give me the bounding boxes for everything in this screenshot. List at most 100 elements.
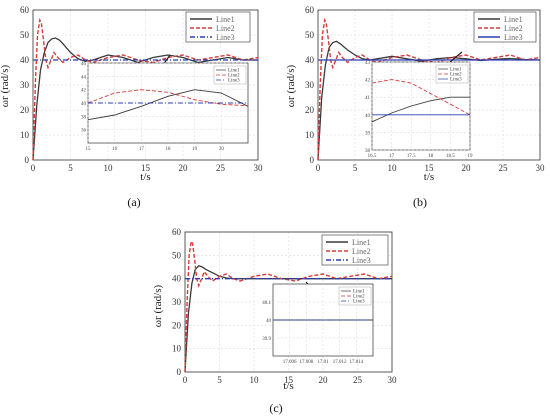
inset-legend-label: Line2 xyxy=(353,295,365,300)
panel-c: 0 5 10 15 20 25 30 0 10 20 30 40 50 60 t/s ωr (rad/s) Li… xyxy=(152,227,397,392)
y-tick-label: 20 xyxy=(305,105,315,115)
inset-legend-box xyxy=(338,286,372,306)
inset-y-tick-label: 41 xyxy=(365,96,371,101)
inset-x-tick-label: 17.014 xyxy=(349,360,363,365)
y-axis-label: ωr (rad/s) xyxy=(152,284,164,327)
inset-legend-label: Line3 xyxy=(228,79,240,84)
inset-x-tick-label: 15 xyxy=(86,147,92,152)
x-tick-label: 25 xyxy=(216,163,226,173)
inset-series-line-line1 xyxy=(87,89,249,121)
x-tick-label: 5 xyxy=(353,163,358,173)
y-tick-label: 50 xyxy=(20,30,30,40)
y-axis-label: ωr (rad/s) xyxy=(285,64,297,107)
x-tick-label: 30 xyxy=(254,163,264,173)
y-tick-label: 20 xyxy=(20,105,30,115)
y-tick-label: 60 xyxy=(172,227,182,237)
inset-y-tick-label: 39.9 xyxy=(262,337,271,342)
x-tick-label: 10 xyxy=(250,375,260,385)
x-tick-label: 0 xyxy=(316,163,321,173)
inset-y-tick-label: 42 xyxy=(365,79,371,84)
inset-y-tick-label: 36 xyxy=(81,129,87,134)
zoom-pointer xyxy=(449,51,463,63)
y-tick-label: 40 xyxy=(20,55,30,65)
legend-label: Line1 xyxy=(352,238,371,247)
legend-label: Line3 xyxy=(216,33,235,42)
inset-x-tick-label: 17.006 xyxy=(283,360,297,365)
inset-x-tick-label: 19 xyxy=(192,147,198,152)
x-tick-label: 25 xyxy=(353,375,363,385)
inset-legend-label: Line2 xyxy=(450,73,462,78)
inset-x-tick-label: 19 xyxy=(468,154,474,159)
y-tick-label: 0 xyxy=(25,155,30,165)
inset-x-tick-label: 18 xyxy=(428,154,434,159)
y-tick-label: 10 xyxy=(20,130,30,140)
inset-y-tick-label: 38 xyxy=(81,115,87,120)
x-tick-label: 20 xyxy=(179,163,189,173)
legend-label: Line2 xyxy=(216,24,235,33)
x-tick-label: 15 xyxy=(141,163,151,173)
plot-frame xyxy=(32,9,259,161)
inset-y-tick-label: 40 xyxy=(81,102,87,107)
inset-x-tick-label: 17.01 xyxy=(317,360,329,365)
y-axis-label: ωr (rad/s) xyxy=(0,64,11,107)
inset-y-tick-label: 44 xyxy=(81,75,87,80)
caption-c: (c) xyxy=(269,401,282,415)
series-line-line2 xyxy=(184,239,393,373)
panel-b: 0 5 10 15 20 25 30 0 10 20 30 40 50 60 t/s ωr (rad/s) Li… xyxy=(285,5,545,183)
series-line-line1 xyxy=(184,265,392,373)
inset-y-tick-label: 43 xyxy=(365,61,371,66)
caption-b: (b) xyxy=(413,195,427,209)
y-tick-label: 60 xyxy=(20,5,30,15)
x-tick-label: 0 xyxy=(31,163,36,173)
legend-label: Line3 xyxy=(504,33,523,42)
y-tick-label: 40 xyxy=(172,274,182,284)
caption-a: (a) xyxy=(127,195,140,209)
series-line-line2 xyxy=(317,17,541,161)
y-tick-label: 50 xyxy=(305,30,315,40)
inset-series-line-line2 xyxy=(371,79,471,116)
x-tick-label: 5 xyxy=(68,163,73,173)
x-axis-label: t/s xyxy=(283,380,293,392)
y-tick-label: 20 xyxy=(172,320,182,330)
inset-x-tick-label: 17.5 xyxy=(407,154,416,159)
x-axis-label: t/s xyxy=(424,171,434,183)
inset-legend-box xyxy=(435,64,469,84)
inset-x-tick-label: 18.5 xyxy=(446,154,455,159)
x-tick-label: 20 xyxy=(462,163,472,173)
inset-x-tick-label: 20 xyxy=(219,147,225,152)
inset-legend-label: Line1 xyxy=(450,68,462,73)
inset-x-tick-label: 16.5 xyxy=(368,154,377,159)
x-tick-label: 15 xyxy=(284,375,294,385)
inset-x-tick-label: 18 xyxy=(166,147,172,152)
y-tick-label: 10 xyxy=(305,130,315,140)
inset-x-tick-label: 17.008 xyxy=(299,360,313,365)
y-tick-label: 10 xyxy=(172,344,182,354)
x-tick-label: 20 xyxy=(319,375,329,385)
y-tick-label: 0 xyxy=(310,155,315,165)
x-tick-label: 30 xyxy=(388,375,398,385)
inset-x-tick-label: 17 xyxy=(389,154,395,159)
y-tick-label: 60 xyxy=(305,5,315,15)
inset-y-tick-label: 40 xyxy=(365,114,371,119)
inset-y-tick-label: 42 xyxy=(81,89,87,94)
y-tick-label: 50 xyxy=(172,250,182,260)
series-line-line2 xyxy=(32,17,259,161)
y-tick-label: 40 xyxy=(305,55,315,65)
x-tick-label: 5 xyxy=(217,375,222,385)
x-tick-label: 10 xyxy=(388,163,398,173)
x-tick-label: 10 xyxy=(104,163,114,173)
inset-legend-label: Line1 xyxy=(353,290,365,295)
inset-legend-label: Line3 xyxy=(353,300,365,305)
legend-label: Line2 xyxy=(352,247,371,256)
x-tick-label: 30 xyxy=(536,163,546,173)
legend-box xyxy=(185,11,251,43)
inset-x-tick-label: 17 xyxy=(139,147,145,152)
inset-y-tick-label: 40 xyxy=(266,319,272,324)
inset-y-tick-label: 40.1 xyxy=(262,301,271,306)
inset-legend-label: Line3 xyxy=(450,78,462,83)
x-axis-label: t/s xyxy=(140,171,150,183)
panel-a: 0 5 10 15 20 25 30 0 10 20 30 40 50 60 t/s ωr (rad/s) Li… xyxy=(0,5,263,183)
x-tick-label: 15 xyxy=(425,163,435,173)
legend-label: Line1 xyxy=(216,15,235,24)
